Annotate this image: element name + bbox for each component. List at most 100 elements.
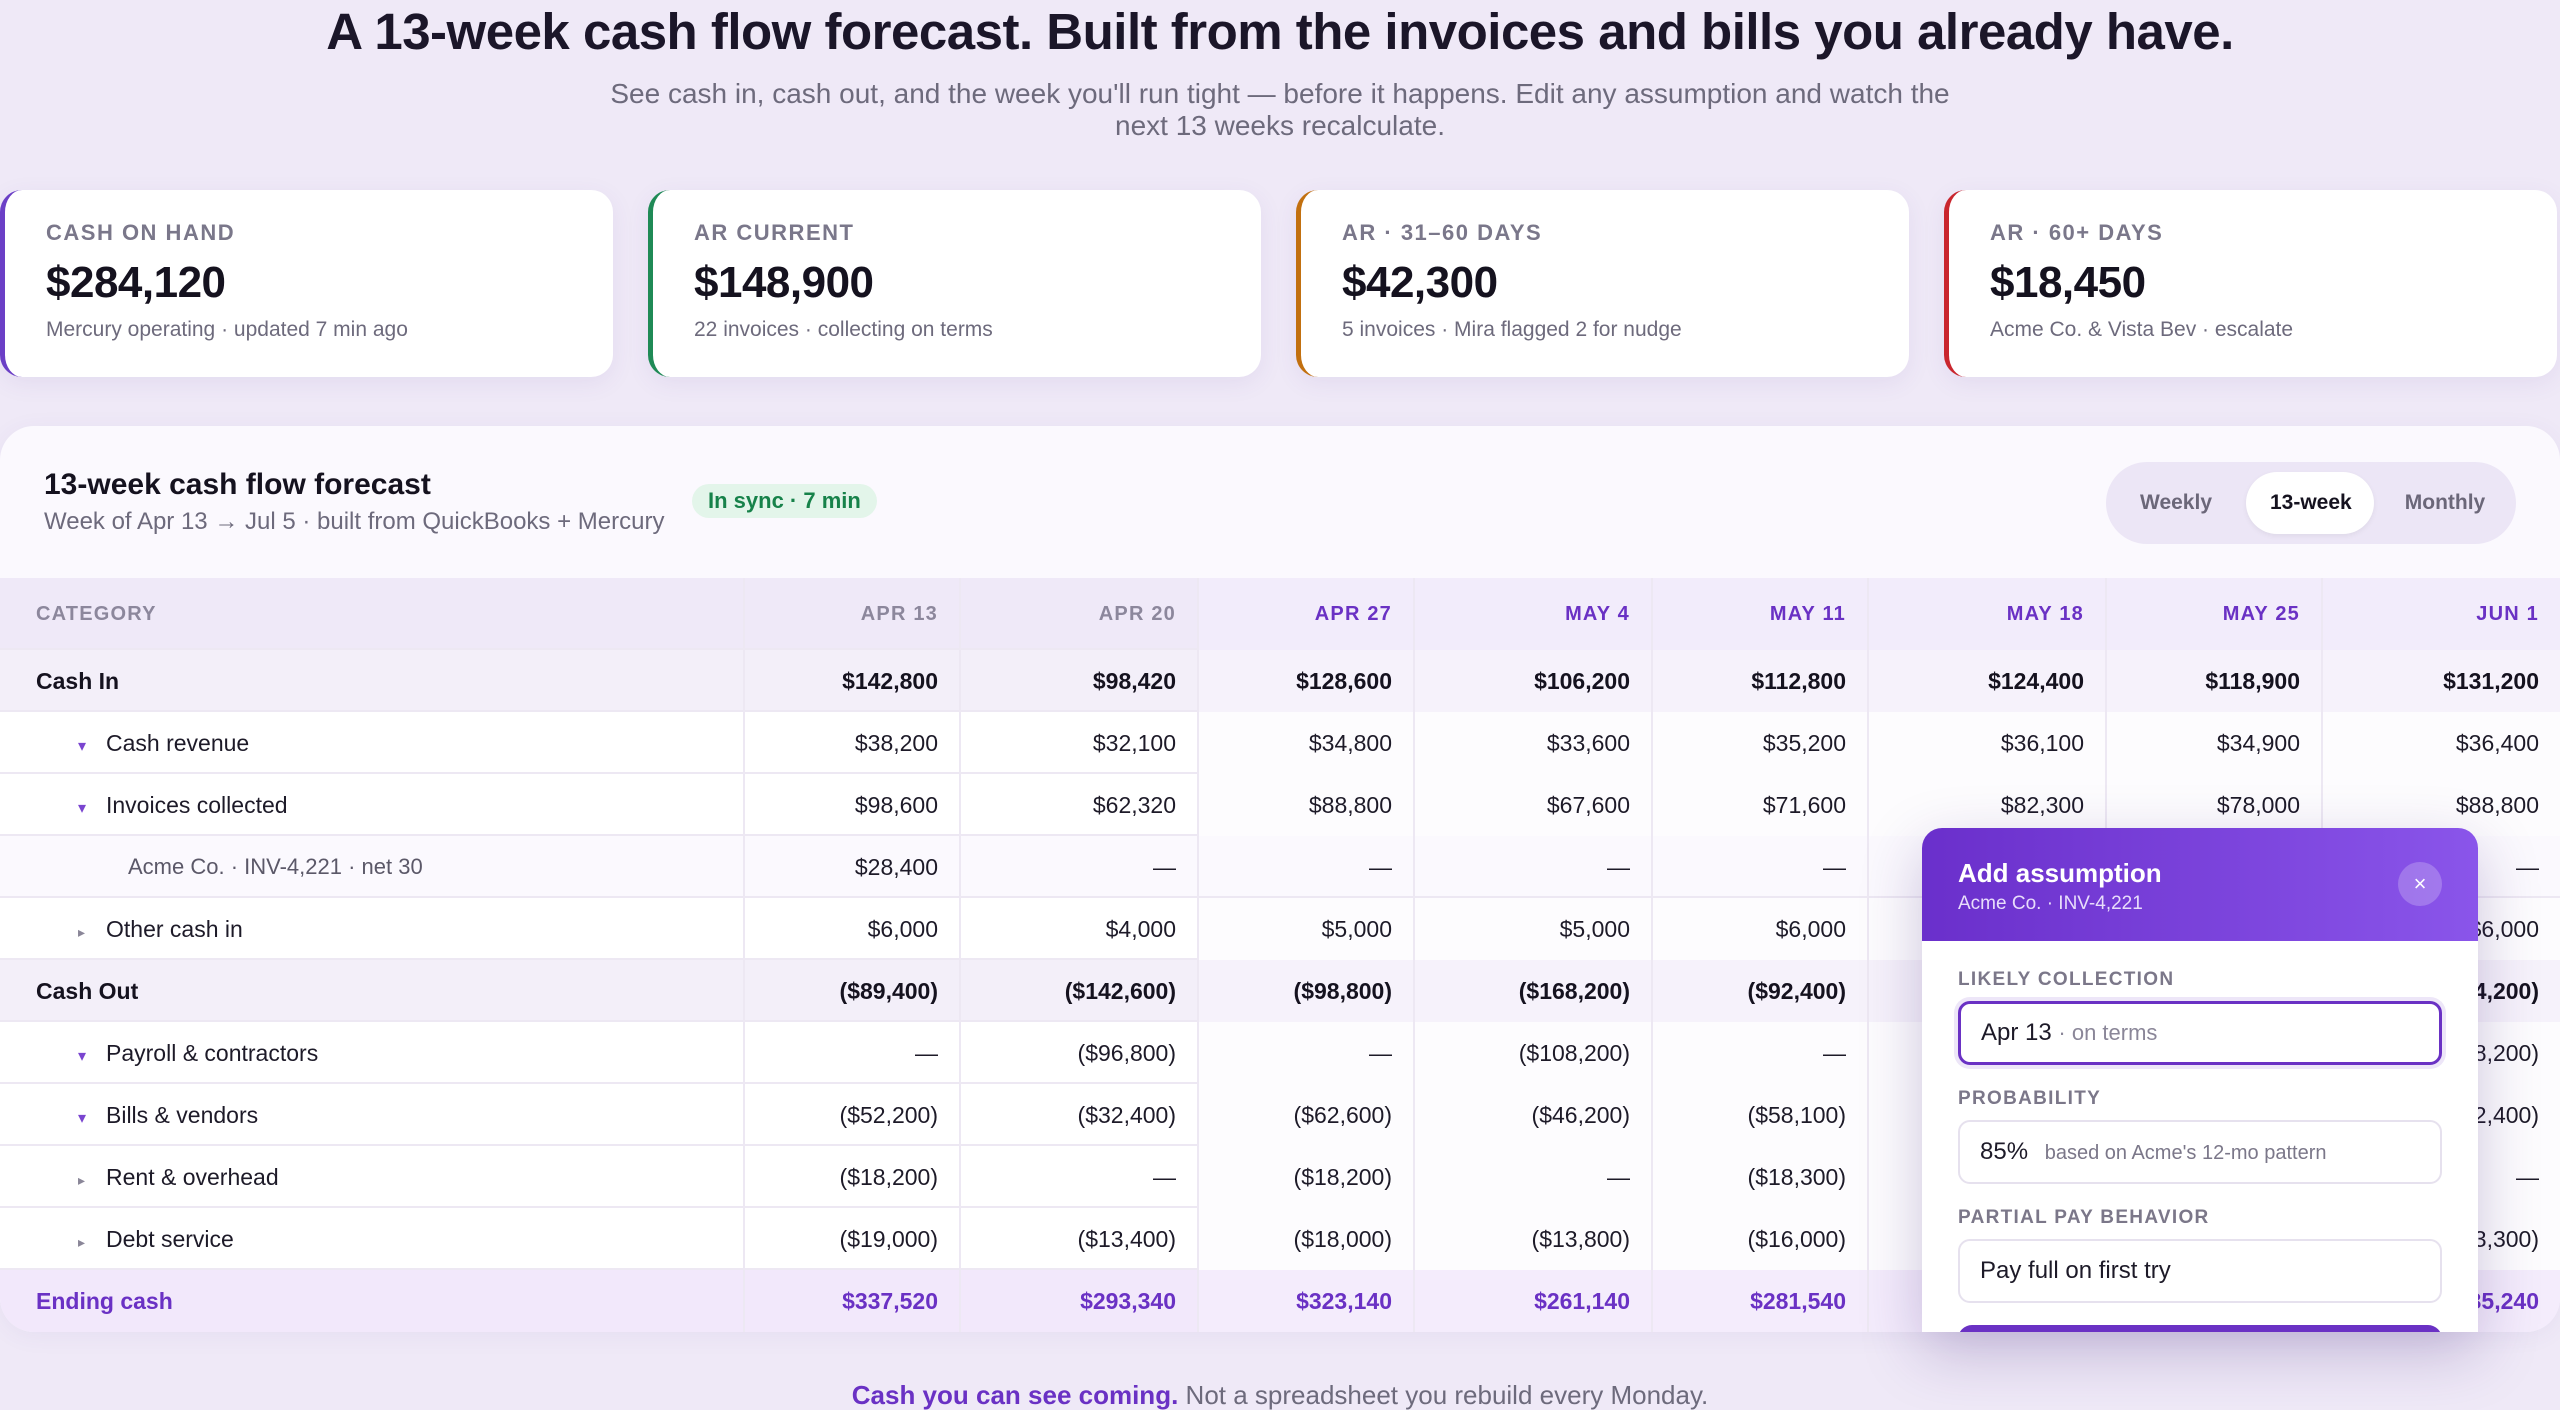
row-value[interactable]: ($96,800) xyxy=(959,1022,1197,1084)
kpi-card-ar-current[interactable]: AR CURRENT $148,900 22 invoices · collec… xyxy=(648,190,1261,377)
row-value[interactable]: $82,300 xyxy=(1867,774,2105,836)
chevron-right-icon[interactable]: ▸ xyxy=(78,1172,86,1188)
row-value[interactable]: ($46,200) xyxy=(1413,1084,1651,1146)
row-value[interactable]: $71,600 xyxy=(1651,774,1867,836)
row-value[interactable]: ($13,400) xyxy=(959,1208,1197,1270)
row-value[interactable]: $5,000 xyxy=(1413,898,1651,960)
row-value[interactable]: ($168,200) xyxy=(1413,960,1651,1022)
kpi-card-cash-on-hand[interactable]: CASH ON HAND $284,120 Mercury operating … xyxy=(0,190,613,377)
row-value[interactable]: ($32,400) xyxy=(959,1084,1197,1146)
row-value[interactable]: ($142,600) xyxy=(959,960,1197,1022)
table-section-row[interactable]: Cash In $142,800 $98,420 $128,600 $106,200 $1… xyxy=(0,650,2560,712)
row-value[interactable]: $6,000 xyxy=(1651,898,1867,960)
row-value[interactable]: $36,400 xyxy=(2321,712,2560,774)
row-category: ▾ Bills & vendors xyxy=(0,1084,743,1146)
row-value[interactable]: $337,520 xyxy=(743,1270,959,1332)
row-category: Cash Out xyxy=(0,960,743,1022)
table-row[interactable]: ▾ Cash revenue $38,200 $32,100 $34,800 $33,60… xyxy=(0,712,2560,774)
row-value[interactable]: — xyxy=(1197,836,1413,898)
row-value[interactable]: $78,000 xyxy=(2105,774,2321,836)
row-value[interactable]: — xyxy=(1651,1022,1867,1084)
row-value[interactable]: $261,140 xyxy=(1413,1270,1651,1332)
row-value[interactable]: — xyxy=(743,1022,959,1084)
row-value[interactable]: ($92,400) xyxy=(1651,960,1867,1022)
row-value[interactable]: ($62,600) xyxy=(1197,1084,1413,1146)
save-assumption-button[interactable] xyxy=(1958,1325,2442,1332)
row-value[interactable]: $293,340 xyxy=(959,1270,1197,1332)
row-value[interactable]: $34,800 xyxy=(1197,712,1413,774)
chevron-down-icon[interactable]: ▾ xyxy=(78,738,87,755)
row-value[interactable]: ($18,000) xyxy=(1197,1208,1413,1270)
kpi-sub: Mercury operating · updated 7 min ago xyxy=(46,318,408,341)
row-value[interactable]: $4,000 xyxy=(959,898,1197,960)
row-value[interactable]: ($18,200) xyxy=(1197,1146,1413,1208)
row-value[interactable]: $28,400 xyxy=(743,836,959,898)
row-value[interactable]: ($108,200) xyxy=(1413,1022,1651,1084)
view-option-monthly[interactable]: Monthly xyxy=(2404,491,2486,514)
view-option-weekly[interactable]: Weekly xyxy=(2140,491,2212,514)
kpi-sub: 5 invoices · Mira flagged 2 for nudge xyxy=(1342,318,1682,341)
row-value[interactable]: ($58,100) xyxy=(1651,1084,1867,1146)
row-value[interactable]: $32,100 xyxy=(959,712,1197,774)
row-value[interactable]: ($18,200) xyxy=(743,1146,959,1208)
close-icon[interactable]: × xyxy=(2398,862,2442,906)
row-value[interactable]: $36,100 xyxy=(1867,712,2105,774)
row-value[interactable]: — xyxy=(1651,836,1867,898)
footer-emphasis: Cash you can see coming. xyxy=(851,1380,1179,1410)
row-value[interactable] xyxy=(1867,836,2105,898)
row-value[interactable]: $88,800 xyxy=(2321,774,2560,836)
row-value[interactable]: ($13,800) xyxy=(1413,1208,1651,1270)
kpi-label: AR · 60+ DAYS xyxy=(1990,220,2164,245)
row-value[interactable]: $67,600 xyxy=(1413,774,1651,836)
row-value[interactable]: $38,200 xyxy=(743,712,959,774)
kpi-card-ar-60-plus[interactable]: AR · 60+ DAYS $18,450 Acme Co. & Vista B… xyxy=(1944,190,2557,377)
kpi-card-ar-31-60[interactable]: AR · 31–60 DAYS $42,300 5 invoices · Mir… xyxy=(1296,190,1909,377)
row-value[interactable]: $35,200 xyxy=(1651,712,1867,774)
row-value[interactable]: $5,000 xyxy=(1197,898,1413,960)
column-header-week: JUN 1 xyxy=(2321,578,2560,650)
row-value[interactable]: $33,600 xyxy=(1413,712,1651,774)
row-value[interactable]: — xyxy=(1413,1146,1651,1208)
table-row[interactable]: ▾ Invoices collected $98,600 $62,320 $88,800… xyxy=(0,774,2560,836)
row-value[interactable]: $118,900 xyxy=(2105,650,2321,712)
chevron-down-icon[interactable]: ▾ xyxy=(78,800,87,817)
chevron-down-icon[interactable]: ▾ xyxy=(78,1048,87,1065)
row-value[interactable]: $106,200 xyxy=(1413,650,1651,712)
row-value[interactable]: $98,420 xyxy=(959,650,1197,712)
probability-input[interactable]: 85% based on Acme's 12-mo pattern xyxy=(1958,1120,2442,1184)
likely-collection-input[interactable]: Apr 13 · on terms xyxy=(1958,1001,2442,1065)
row-value[interactable]: ($16,000) xyxy=(1651,1208,1867,1270)
column-header-week: APR 13 xyxy=(743,578,959,650)
row-value[interactable]: ($18,300) xyxy=(1651,1146,1867,1208)
chevron-right-icon[interactable]: ▸ xyxy=(78,924,86,940)
partial-pay-select[interactable]: Pay full on first try xyxy=(1958,1239,2442,1303)
row-value[interactable]: $62,320 xyxy=(959,774,1197,836)
row-value[interactable]: $142,800 xyxy=(743,650,959,712)
row-value[interactable]: $112,800 xyxy=(1651,650,1867,712)
column-header-week: MAY 18 xyxy=(1867,578,2105,650)
row-value[interactable]: — xyxy=(1197,1022,1413,1084)
row-value[interactable]: ($19,000) xyxy=(743,1208,959,1270)
row-value[interactable]: $34,900 xyxy=(2105,712,2321,774)
row-label: Other cash in xyxy=(106,916,243,942)
row-label: Cash Out xyxy=(36,978,139,1004)
row-value[interactable]: — xyxy=(959,836,1197,898)
row-value[interactable]: ($98,800) xyxy=(1197,960,1413,1022)
row-value[interactable]: $88,800 xyxy=(1197,774,1413,836)
row-value[interactable]: $128,600 xyxy=(1197,650,1413,712)
row-value[interactable]: $323,140 xyxy=(1197,1270,1413,1332)
row-value[interactable]: $281,540 xyxy=(1651,1270,1867,1332)
table-row[interactable]: ▸ Rent & overhead ($18,200) — ($18,200) — ($18… xyxy=(0,1146,2560,1208)
view-option-13-week[interactable]: 13-week xyxy=(2246,472,2374,534)
row-value[interactable]: $98,600 xyxy=(743,774,959,836)
chevron-down-icon[interactable]: ▾ xyxy=(78,1110,87,1127)
row-value[interactable]: $131,200 xyxy=(2321,650,2560,712)
row-value[interactable]: — xyxy=(1413,836,1651,898)
row-value[interactable]: $124,400 xyxy=(1867,650,2105,712)
chevron-right-icon[interactable]: ▸ xyxy=(78,1234,86,1250)
row-label: Debt service xyxy=(106,1226,234,1252)
row-value[interactable]: — xyxy=(959,1146,1197,1208)
row-value[interactable]: ($89,400) xyxy=(743,960,959,1022)
row-value[interactable]: ($52,200) xyxy=(743,1084,959,1146)
row-value[interactable]: $6,000 xyxy=(743,898,959,960)
